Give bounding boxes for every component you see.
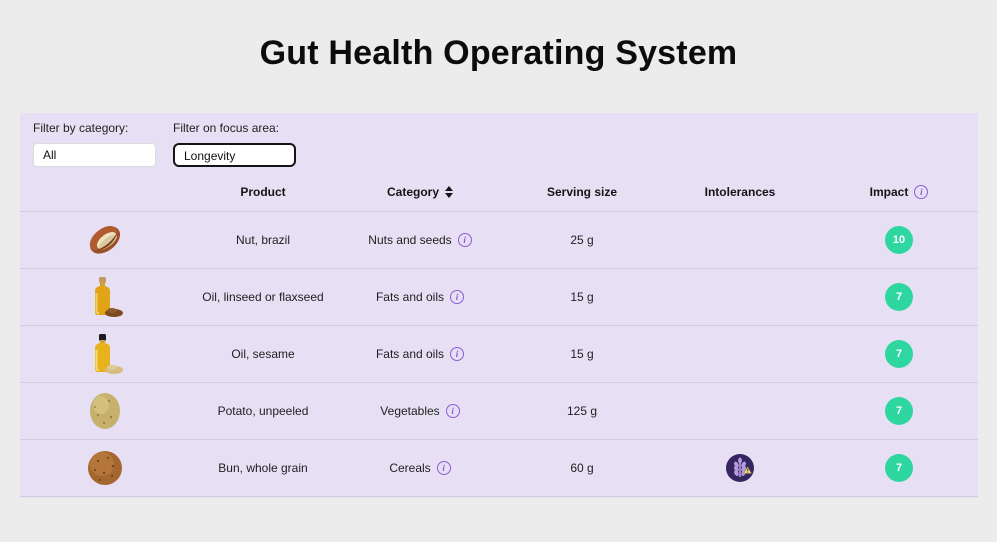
table-row: Oil, sesame Fats and oils i 15 g 7 [20, 326, 978, 383]
category-label: Fats and oils [375, 347, 445, 361]
impact-cell: 10 [820, 226, 978, 254]
product-name: Oil, linseed or flaxseed [202, 290, 324, 304]
table-row: Potato, unpeeled Vegetables i 125 g 7 [20, 383, 978, 440]
header-intolerances: Intolerances [704, 184, 776, 199]
category-label: Vegetables [380, 404, 440, 418]
header-product: Product [240, 184, 286, 199]
category-filter-select[interactable]: All [33, 143, 156, 167]
header-serving-size: Serving size [546, 184, 618, 199]
impact-info-icon[interactable]: i [914, 184, 929, 199]
impact-cell: 7 [820, 454, 978, 482]
table-row: Bun, whole grain Cereals i 60 g [20, 440, 978, 497]
intolerances-cell [660, 454, 820, 482]
gluten-intolerance-icon[interactable] [726, 454, 754, 482]
potato-image [90, 393, 120, 429]
serving-size: 15 g [570, 290, 594, 304]
focus-filter-label: Filter on focus area: [173, 121, 280, 135]
focus-filter-select[interactable]: Longevity [173, 143, 296, 167]
category-cell: Vegetables i [336, 404, 504, 418]
category-label: Cereals [389, 461, 431, 475]
table-row: Nut, brazil Nuts and seeds i 25 g 10 [20, 212, 978, 269]
brazil-nut-image [89, 226, 121, 254]
category-cell: Fats and oils i [336, 347, 504, 361]
category-label: Fats and oils [375, 290, 445, 304]
category-filter-group: Filter by category: All [33, 121, 156, 167]
table-row: Oil, linseed or flaxseed Fats and oils i… [20, 269, 978, 326]
impact-cell: 7 [820, 397, 978, 425]
category-label: Nuts and seeds [368, 233, 452, 247]
page-title: Gut Health Operating System [259, 34, 738, 72]
category-info-icon[interactable]: i [457, 233, 472, 247]
category-cell: Cereals i [336, 461, 504, 475]
product-name: Nut, brazil [235, 233, 291, 247]
product-image-cell [20, 389, 190, 433]
impact-score-badge: 7 [885, 397, 913, 425]
header-impact-label: Impact [869, 184, 909, 199]
header-category-sort[interactable]: Category [336, 185, 504, 199]
impact-score-badge: 10 [885, 226, 913, 254]
filters-bar: Filter by category: All Filter on focus … [33, 121, 296, 167]
header-impact: Impact i [820, 184, 978, 199]
product-name: Oil, sesame [231, 347, 295, 361]
product-image-cell [20, 275, 190, 319]
category-info-icon[interactable]: i [450, 290, 465, 304]
sesame-oil-bottle-image [95, 334, 123, 374]
impact-score-badge: 7 [885, 454, 913, 482]
serving-size: 125 g [566, 404, 598, 418]
product-image-cell [20, 447, 190, 489]
serving-size: 25 g [570, 233, 594, 247]
whole-grain-bun-image [88, 451, 122, 485]
impact-cell: 7 [820, 283, 978, 311]
product-name: Bun, whole grain [218, 461, 308, 475]
linseed-oil-bottle-image [95, 277, 123, 317]
category-cell: Fats and oils i [336, 290, 504, 304]
category-info-icon[interactable]: i [436, 461, 451, 475]
header-category-label: Category [386, 184, 439, 199]
serving-size: 15 g [570, 347, 594, 361]
product-name: Potato, unpeeled [217, 404, 309, 418]
impact-score-badge: 7 [885, 340, 913, 368]
product-image-cell [20, 332, 190, 376]
food-table-panel: Filter by category: All Filter on focus … [20, 113, 978, 498]
table-header-row: Product Category Serving size Intoleranc… [20, 172, 978, 212]
category-info-icon[interactable]: i [445, 404, 460, 418]
sort-arrows-icon[interactable] [445, 185, 453, 198]
category-cell: Nuts and seeds i [336, 233, 504, 247]
product-image-cell [20, 218, 190, 262]
impact-score-badge: 7 [885, 283, 913, 311]
category-filter-label: Filter by category: [33, 121, 129, 135]
impact-cell: 7 [820, 340, 978, 368]
food-table: Product Category Serving size Intoleranc… [20, 172, 978, 497]
serving-size: 60 g [570, 461, 594, 475]
category-info-icon[interactable]: i [450, 347, 465, 361]
focus-filter-group: Filter on focus area: Longevity [173, 121, 296, 167]
